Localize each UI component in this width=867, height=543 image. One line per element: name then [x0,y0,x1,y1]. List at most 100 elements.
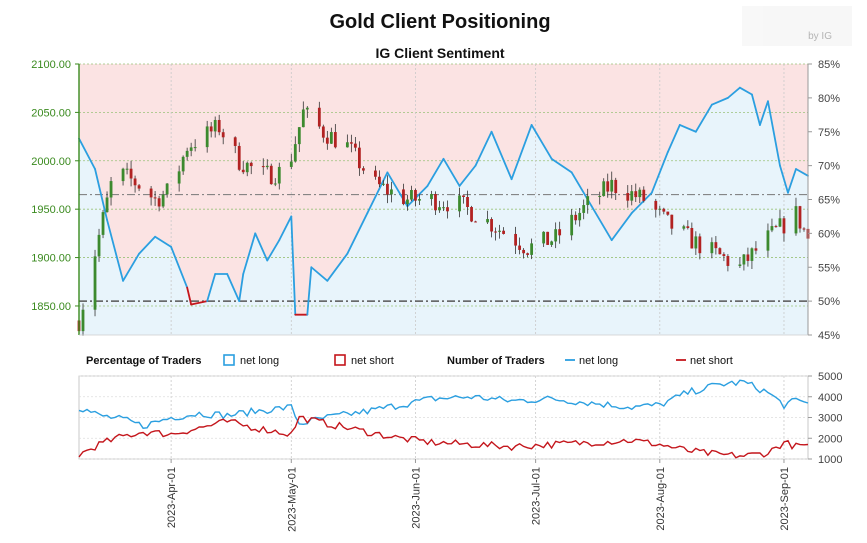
candle-body [542,231,546,244]
candle-body [750,248,754,261]
sentiment-line-segment [590,205,613,242]
candle-body [241,169,245,173]
candle-body [185,150,189,157]
right-tick-label: 55% [818,262,840,274]
candle-body [221,132,225,138]
candle-body [125,168,129,170]
x-tick-label: 2023-Apr-01 [166,467,178,528]
candle-body [578,212,582,221]
candle-body [442,207,445,209]
sentiment-line-segment [710,96,729,106]
right-tick-label: 85% [818,59,840,71]
candle-body [133,178,137,186]
left-tick-label: 1950.00 [31,204,71,216]
candle-body [466,196,469,208]
candle-body [233,137,237,146]
sentiment-line-segment [346,212,369,255]
candle-body [269,165,273,185]
candle-body [610,179,614,192]
candle-body [558,229,562,236]
series-net-short-line [78,415,809,459]
candle-body [470,207,473,222]
sentiment-line-segment [190,300,209,306]
candle-body [638,189,642,198]
candle-body [105,197,109,213]
sentiment-line-segment [726,86,741,99]
candle-body [766,230,770,251]
candle-body [502,230,505,234]
candle-body [289,161,293,167]
sentiment-line-segment [154,235,173,248]
candle-body [634,191,638,198]
sentiment-line-segment [138,235,157,255]
sentiment-line-segment [510,124,533,181]
candle-body [714,242,718,249]
candle-body [317,107,321,127]
candle-body [357,147,361,169]
candle-body [738,264,742,266]
candle-body [554,229,558,242]
sentiment-line-segment [751,93,761,126]
sentiment-line-segment [206,273,217,303]
candle-body [574,214,578,221]
ig-logo: by IG [742,6,852,46]
candle-body [189,147,193,151]
candle-body [406,199,409,205]
candle-body [550,241,554,245]
candle-body [794,206,798,234]
sentiment-line-segment [226,273,241,303]
candle-body [518,245,522,250]
candle-body [570,214,574,236]
sentiment-line-segment [694,103,713,133]
sentiment-line-segment [442,157,461,187]
candle-body [462,195,465,197]
sentiment-line-segment [795,168,809,177]
candle-body [353,143,357,148]
candle-body [382,183,385,185]
right-tick-label: 75% [818,127,840,139]
right-tick-label: 80% [818,93,840,105]
sentiment-line-segment [550,157,573,174]
candle-body [754,248,758,251]
candle-body [245,162,249,173]
x-tick-label: 2023-Sep-01 [779,467,791,531]
x-tick-label: 2023-Jun-01 [410,467,422,529]
candle-body [249,162,253,167]
candle-body [514,233,517,246]
candle-body [329,132,333,144]
candle-body [93,256,97,310]
left-tick-label: 1850.00 [31,301,71,313]
candle-body [410,190,413,200]
x-tick-label: 2023-Jul-01 [531,467,543,525]
sentiment-line-segment [530,124,553,160]
candle-body [598,195,602,197]
lower-right-tick-label: 2000 [818,433,842,445]
candle-body [101,212,105,235]
candle-body [293,144,297,162]
sentiment-line-segment [779,164,789,194]
lower-right-tick-label: 3000 [818,413,842,425]
sentiment-line-segment [366,171,389,214]
sentiment-line-segment [170,246,189,289]
legend: Percentage of Traders net long net short… [86,354,733,367]
candle-body [666,211,670,215]
sentiment-line-segment [678,124,697,133]
candle-body [237,145,241,170]
candle-body [273,183,277,185]
right-tick-label: 45% [818,330,840,342]
candle-body [726,256,730,266]
logo-text: by IG [808,31,832,42]
candle-body [333,132,337,148]
candle-body [129,168,133,179]
sentiment-line-segment [739,86,753,96]
sentiment-line-segment [122,252,140,282]
candle-body [277,166,281,184]
candle-body [474,221,477,223]
candle-body [321,126,325,138]
chart-title: Gold Client Positioning [329,11,550,33]
sentiment-line-segment [186,286,193,306]
candle-body [161,194,165,207]
candle-body [614,179,618,194]
right-tick-label: 50% [818,296,840,308]
sentiment-line-segment [106,218,124,282]
